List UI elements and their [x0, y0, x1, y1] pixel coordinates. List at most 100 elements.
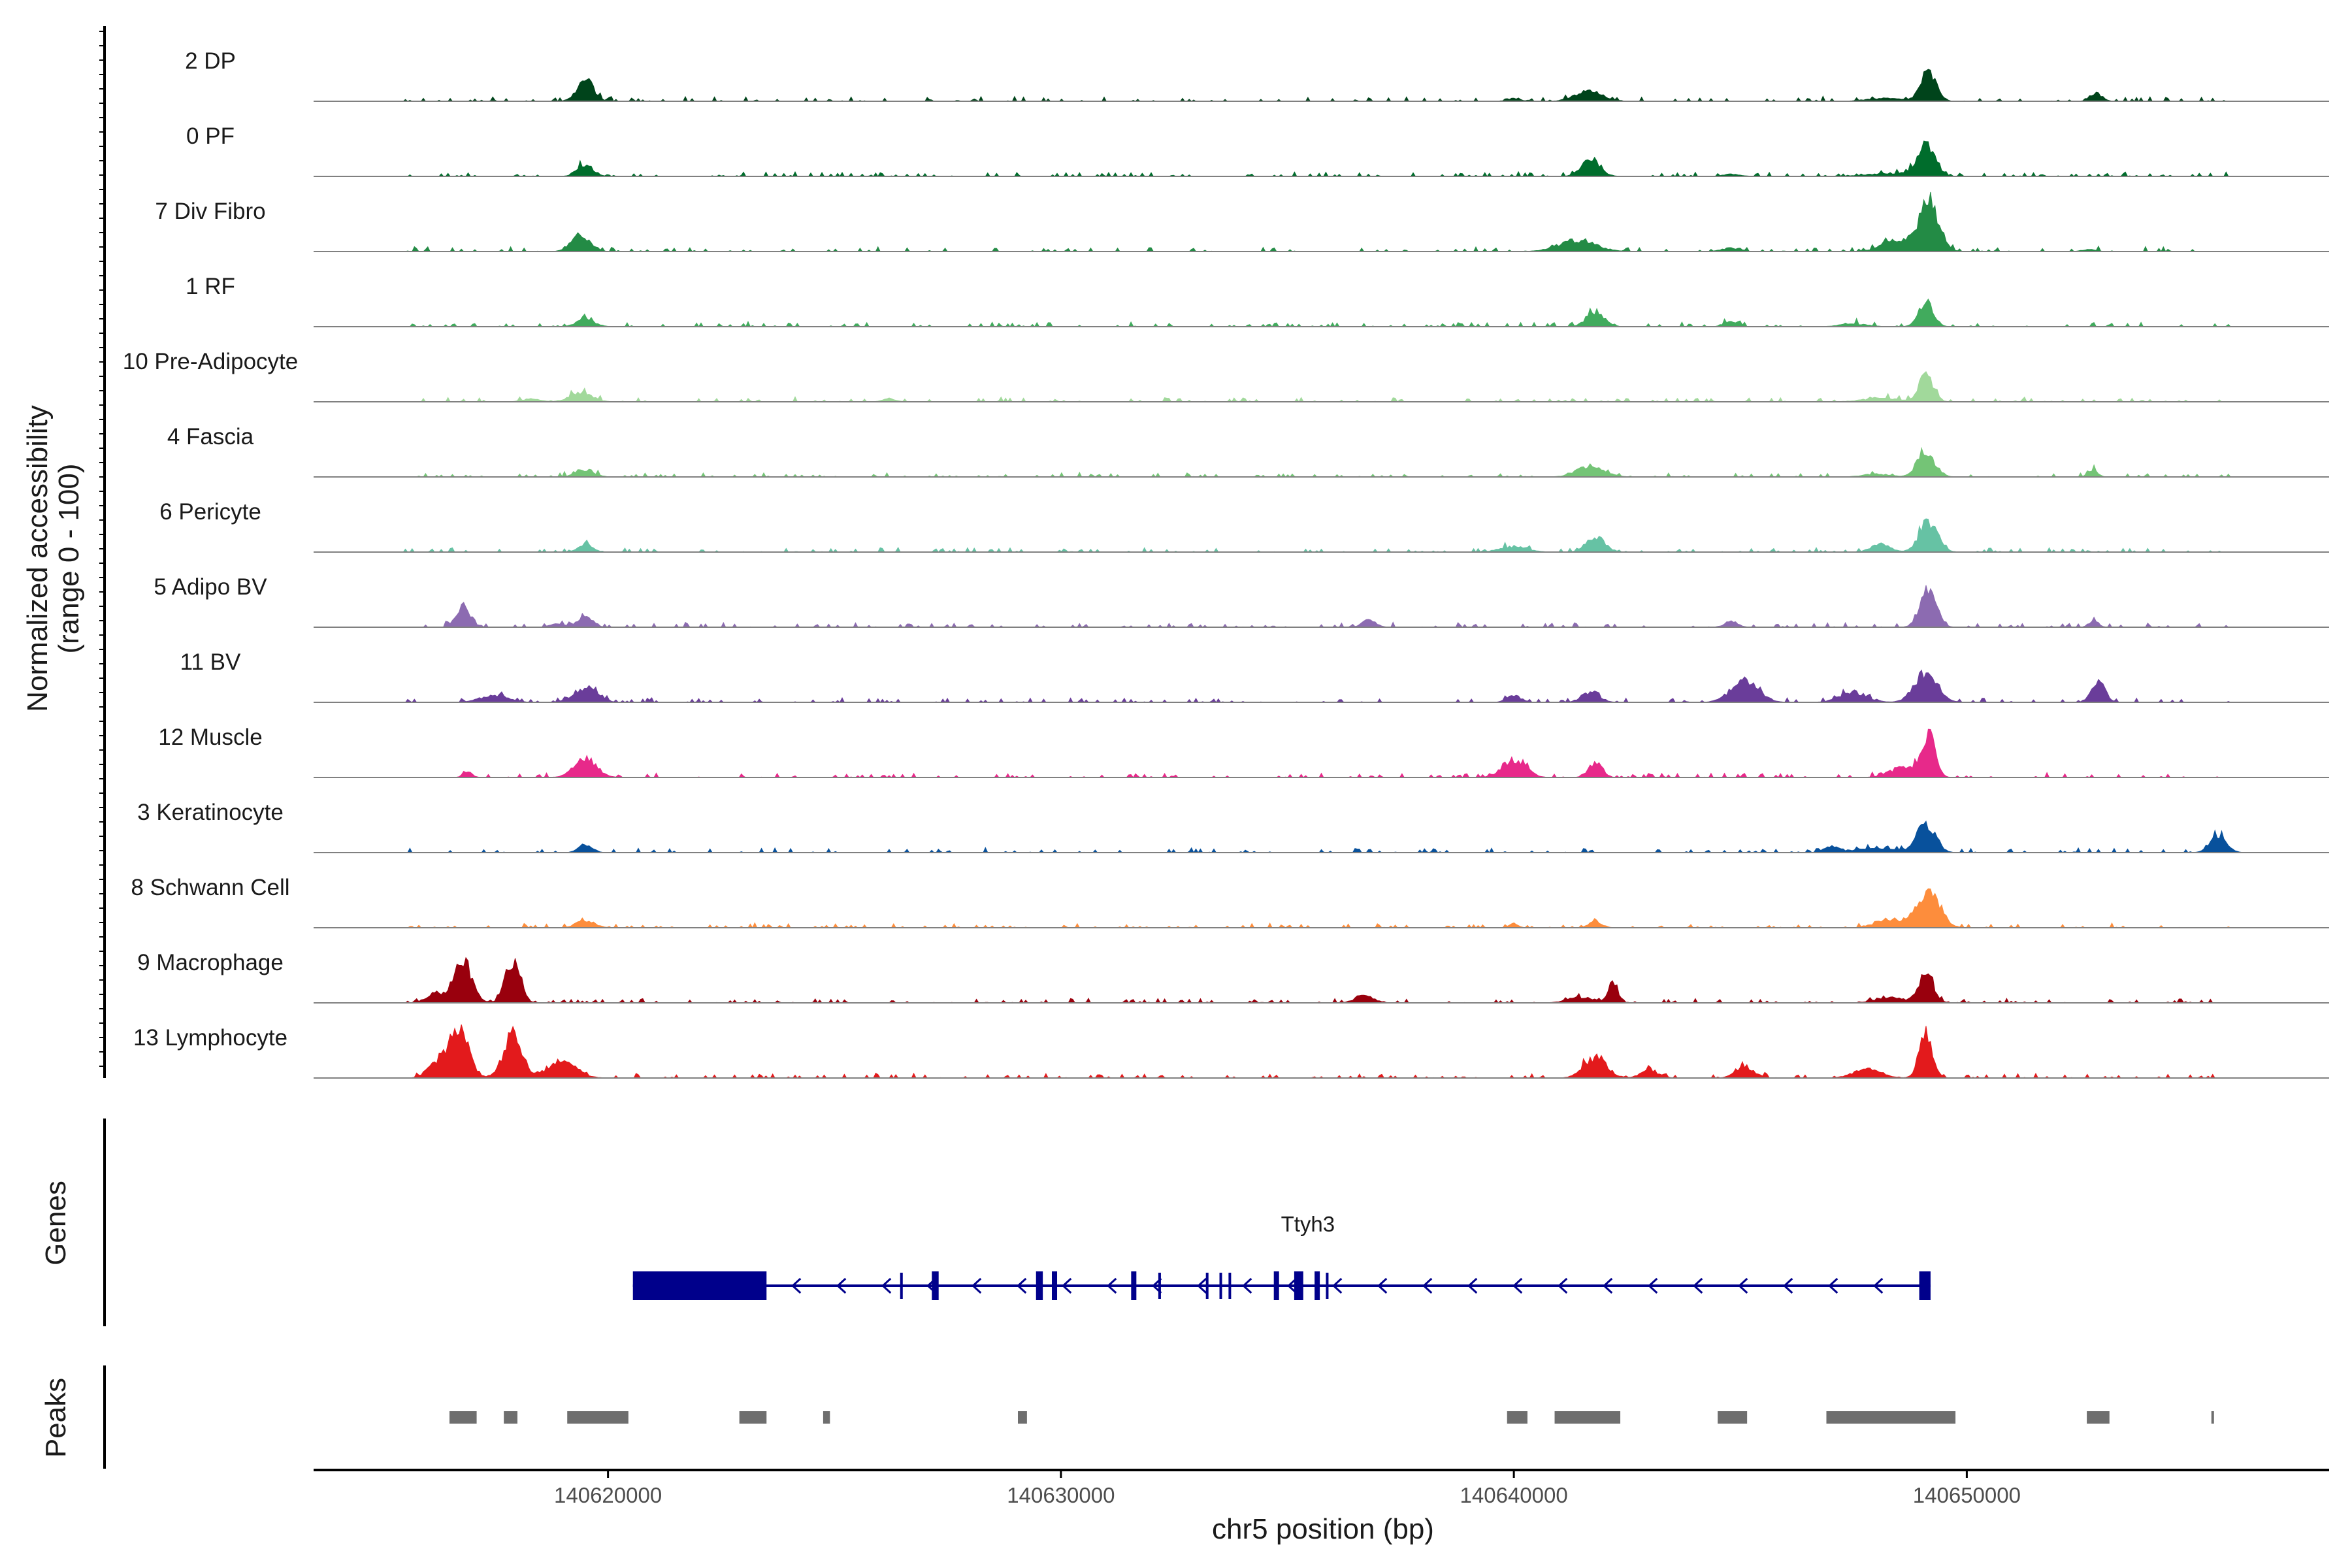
gene-exon — [1036, 1271, 1043, 1300]
coverage-track: 6 Pericyte — [159, 499, 2329, 553]
gene-name: Ttyh3 — [1281, 1212, 1335, 1236]
x-tick-label: 140630000 — [1007, 1483, 1115, 1507]
gene-exon — [1326, 1273, 1329, 1299]
coverage-track: 4 Fascia — [167, 424, 2329, 478]
gene-exon — [1294, 1271, 1303, 1300]
x-tick-label: 140620000 — [554, 1483, 662, 1507]
strand-chevron — [1558, 1277, 1568, 1294]
strand-chevron — [1287, 1277, 1298, 1294]
strand-chevron — [972, 1277, 982, 1294]
coverage-area — [314, 1024, 2329, 1079]
coverage-y-axis — [99, 26, 106, 1078]
coverage-area — [314, 728, 2329, 778]
genes-panel: Genes Ttyh3 — [40, 1119, 1931, 1326]
track-label: 7 Div Fibro — [155, 199, 265, 224]
coverage-area — [314, 820, 2329, 854]
strand-chevron — [881, 1277, 892, 1294]
track-label: 4 Fascia — [167, 424, 254, 449]
coverage-area — [314, 191, 2329, 252]
strand-chevron — [1512, 1277, 1523, 1294]
coverage-track: 11 BV — [180, 649, 2329, 703]
track-label: 12 Muscle — [158, 725, 263, 750]
coverage-area — [314, 370, 2329, 403]
strand-chevron — [1332, 1277, 1343, 1294]
strand-chevron — [1693, 1277, 1703, 1294]
peak-region — [1507, 1411, 1527, 1424]
gene-track: Ttyh3 — [632, 1212, 1931, 1300]
coverage-track: 7 Div Fibro — [155, 191, 2329, 252]
track-label: 3 Keratinocyte — [137, 800, 284, 825]
gene-exon — [1228, 1273, 1232, 1299]
y-axis-title-line: (range 0 - 100) — [53, 463, 85, 653]
gene-exon — [1315, 1271, 1320, 1300]
strand-chevron — [1017, 1277, 1027, 1294]
track-label: 2 DP — [185, 48, 236, 74]
track-label: 13 Lymphocyte — [133, 1025, 287, 1051]
genes-panel-title: Genes — [40, 1181, 72, 1266]
peak-track — [449, 1411, 2214, 1424]
gene-model: Ttyh3 — [632, 1212, 1931, 1300]
gene-exon — [1158, 1273, 1161, 1299]
track-label: 11 BV — [180, 649, 241, 675]
y-axis-title-line: Normalized accessibility — [22, 405, 54, 711]
coverage-area — [314, 140, 2329, 177]
peak-region — [1718, 1411, 1748, 1424]
strand-chevron — [1828, 1277, 1838, 1294]
coverage-track: 13 Lymphocyte — [133, 1024, 2329, 1079]
x-axis-title: chr5 position (bp) — [1212, 1513, 1434, 1545]
coverage-track: 3 Keratinocyte — [137, 800, 2329, 854]
peak-region — [1826, 1411, 1956, 1424]
peaks-panel: Peaks — [40, 1365, 2214, 1469]
coverage-area — [314, 69, 2329, 102]
y-axis-title: Normalized accessibility(range 0 - 100) — [22, 405, 85, 711]
coverage-track: 9 Macrophage — [137, 950, 2329, 1004]
strand-chevron — [1783, 1277, 1793, 1294]
peaks-panel-title: Peaks — [40, 1378, 72, 1458]
strand-chevron — [1197, 1277, 1207, 1294]
coverage-area — [314, 956, 2329, 1004]
gene-exon — [900, 1273, 903, 1299]
strand-chevron — [1467, 1277, 1478, 1294]
coverage-track: 2 DP — [185, 48, 2329, 102]
coverage-area — [314, 518, 2329, 553]
coverage-track: 8 Schwann Cell — [131, 875, 2329, 929]
peak-region — [1554, 1411, 1621, 1424]
strand-chevron — [1603, 1277, 1613, 1294]
coverage-track: 5 Adipo BV — [154, 574, 2329, 628]
coverage-area — [314, 888, 2329, 929]
track-label: 1 RF — [186, 274, 235, 299]
strand-chevron — [1422, 1277, 1433, 1294]
coverage-area — [314, 298, 2329, 327]
peak-region — [1018, 1411, 1027, 1424]
coverage-track: 1 RF — [186, 274, 2329, 327]
x-tick-label: 140640000 — [1460, 1483, 1568, 1507]
gene-exon — [1919, 1271, 1931, 1300]
strand-chevron — [1738, 1277, 1748, 1294]
peak-region — [2087, 1411, 2110, 1424]
coverage-area — [314, 585, 2329, 628]
gene-exon — [1131, 1271, 1137, 1300]
strand-chevron — [1648, 1277, 1658, 1294]
gene-exon — [932, 1271, 939, 1300]
strand-chevron — [1377, 1277, 1388, 1294]
x-axis: 140620000 140630000 140640000 140650000 — [314, 1469, 2329, 1507]
track-label: 5 Adipo BV — [154, 574, 267, 600]
peak-region — [823, 1411, 830, 1424]
strand-chevron — [836, 1277, 847, 1294]
strand-chevron — [1062, 1277, 1072, 1294]
coverage-track: 10 Pre-Adipocyte — [123, 349, 2329, 403]
coverage-area — [314, 669, 2329, 703]
peak-region — [567, 1411, 629, 1424]
gene-exon — [1273, 1271, 1279, 1300]
track-label: 6 Pericyte — [159, 499, 261, 525]
strand-chevron — [1873, 1277, 1884, 1294]
track-label: 8 Schwann Cell — [131, 875, 289, 900]
coverage-area — [314, 446, 2329, 478]
gene-exon — [632, 1271, 767, 1300]
peak-region — [2211, 1411, 2214, 1424]
peak-region — [449, 1411, 477, 1424]
track-label: 9 Macrophage — [137, 950, 284, 975]
track-label: 10 Pre-Adipocyte — [123, 349, 298, 374]
strand-chevron — [791, 1277, 802, 1294]
track-label: 0 PF — [186, 123, 235, 149]
